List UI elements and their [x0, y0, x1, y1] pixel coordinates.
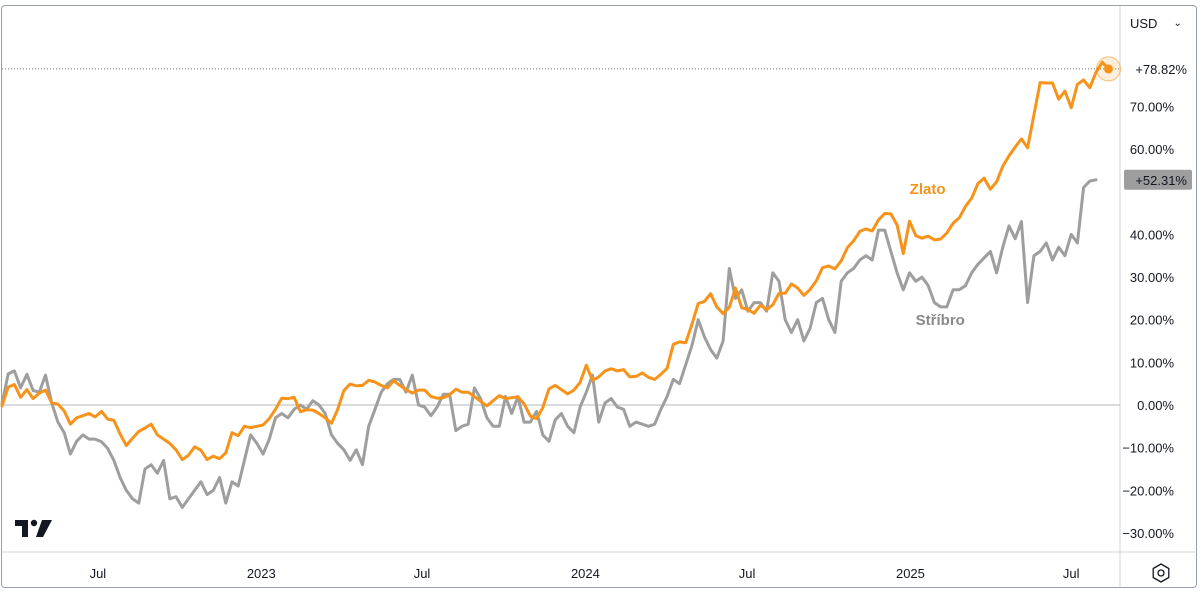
tradingview-logo-icon [15, 519, 52, 537]
x-tick-label: 2024 [571, 566, 600, 581]
x-tick-label: Jul [90, 566, 107, 581]
settings-gear-icon[interactable] [1150, 562, 1172, 584]
x-tick-label: Jul [739, 566, 756, 581]
y-tick-label: 10.00% [1130, 355, 1175, 370]
x-tick-label: Jul [414, 566, 431, 581]
x-tick-label: Jul [1063, 566, 1080, 581]
series-line-gold [0, 60, 1110, 462]
y-tick-label: 40.00% [1130, 227, 1175, 242]
series-label-gold: Zlato [910, 181, 946, 198]
last-point-marker [1103, 64, 1113, 74]
y-tick-label: 30.00% [1130, 270, 1175, 285]
series-line-silver [0, 178, 1098, 509]
y-tick-label: 70.00% [1130, 99, 1175, 114]
y-tick-label: −30.00% [1122, 526, 1174, 541]
series-label-silver: Stříbro [916, 312, 965, 329]
y-tick-label: −20.00% [1122, 483, 1174, 498]
x-tick-label: 2023 [247, 566, 276, 581]
currency-label: USD [1130, 15, 1158, 31]
last-value-label-silver: +52.31% [1135, 173, 1187, 188]
y-tick-label: −10.00% [1122, 441, 1174, 456]
x-tick-label: 2025 [896, 566, 925, 581]
y-tick-label: 20.00% [1130, 313, 1175, 328]
chart-frame [1, 5, 1197, 588]
last-value-label-gold: +78.82% [1135, 62, 1187, 77]
y-tick-label: 60.00% [1130, 142, 1175, 157]
chevron-down-icon: ⌄ [1173, 17, 1182, 29]
last-value-badge-silver [1124, 169, 1192, 190]
y-tick-label: 0.00% [1137, 398, 1174, 413]
currency-selector[interactable]: USD ⌄ [1124, 10, 1190, 36]
